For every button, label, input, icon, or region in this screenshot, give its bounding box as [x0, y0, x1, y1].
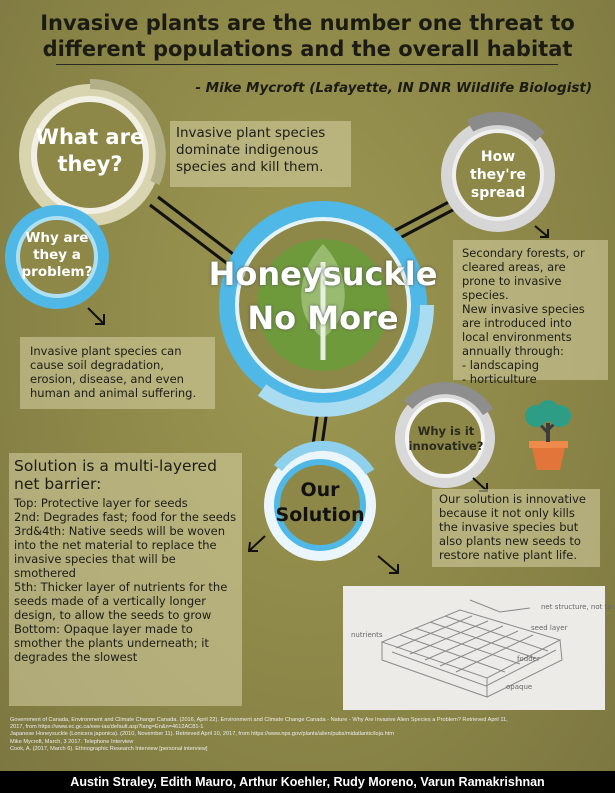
solution-line-bottom: Bottom: Opaque layer made to smother the…	[14, 622, 209, 664]
what-heading-line1: What are	[35, 125, 145, 149]
solution-line-top: Top: Protective layer for seeds	[14, 496, 188, 510]
spread-bullet-2: - horticulture	[462, 372, 537, 386]
why-heading-line3: problem?	[21, 264, 93, 280]
sketch-label-nutrients: nutrients	[351, 631, 383, 639]
spread-text-2: New invasive species are introduced into…	[462, 302, 585, 358]
solution-heading: Our Solution	[270, 478, 370, 528]
arrow-sketch	[377, 555, 399, 574]
reference-3: Japanese Honeysuckle (Lonicera japonica)…	[10, 731, 394, 738]
authors-bar: Austin Straley, Edith Mauro, Arthur Koeh…	[0, 771, 615, 793]
sketch-label-fodder: fodder	[517, 655, 540, 663]
innovative-heading: Why is it innovative?	[405, 424, 487, 454]
arrow-solution-panel	[247, 535, 266, 552]
innovative-circle	[395, 382, 495, 488]
plant-pot-icon	[525, 400, 571, 470]
innovative-text: Our solution is innovative because it no…	[439, 492, 587, 562]
spread-heading: How they're spread	[458, 148, 538, 202]
what-heading-line2: they?	[57, 152, 123, 176]
why-heading-line1: Why are	[25, 230, 89, 246]
center-title: Honeysuckle No More	[183, 252, 463, 340]
center-title-line2: No More	[247, 299, 399, 337]
reference-1: Government of Canada, Environment and Cl…	[10, 717, 508, 723]
what-text-panel: Invasive plant species dominate indigeno…	[170, 121, 351, 187]
sketch-label-seed: seed layer	[531, 624, 568, 632]
why-text-panel: Invasive plant species can cause soil de…	[20, 337, 215, 409]
solution-panel-title: Solution is a multi-layered net barrier:	[14, 457, 217, 493]
solution-heading-line2: Solution	[275, 504, 365, 526]
innovative-heading-line2: innovative?	[408, 439, 484, 453]
what-text: Invasive plant species dominate indigeno…	[176, 125, 326, 175]
solution-line-2nd: 2nd: Degrades fast; food for the seeds	[14, 510, 237, 524]
sketch-image: net structure, not to scale seed layer n…	[343, 586, 615, 710]
solution-heading-line1: Our	[300, 479, 340, 501]
reference-2: 2017, from https://www.ec.gc.ca/eee-ias/…	[10, 724, 204, 731]
spread-bullet-1: - landscaping	[462, 358, 540, 372]
why-heading: Why are they a problem?	[17, 230, 97, 281]
why-circle	[5, 205, 109, 309]
spread-text-panel: Secondary forests, or cleared areas, are…	[453, 240, 608, 386]
solution-text-panel: Solution is a multi-layered net barrier:…	[9, 453, 242, 706]
sketch-label-opaque: opaque	[506, 683, 532, 691]
solution-line-5th: 5th: Thicker layer of nutrients for the …	[14, 580, 228, 622]
leaf-icon	[301, 244, 345, 360]
spread-heading-line1: How	[480, 149, 516, 165]
reference-4: Mike Mycroft, March, 3 2017. Telephone I…	[10, 738, 134, 745]
why-text: Invasive plant species can cause soil de…	[30, 344, 197, 400]
spread-text-1: Secondary forests, or cleared areas, are…	[462, 246, 585, 302]
reference-5: Cook, A. (2017, March 6). Ethnographic R…	[10, 745, 208, 752]
references: Government of Canada, Environment and Cl…	[10, 717, 608, 753]
arrow-spread-text	[534, 225, 549, 238]
what-heading: What are they?	[34, 124, 146, 178]
innovative-text-panel: Our solution is innovative because it no…	[432, 489, 600, 567]
why-heading-line2: they a	[33, 247, 81, 263]
innovative-heading-line1: Why is it	[417, 424, 475, 438]
solution-line-3rd4th: 3rd&4th: Native seeds will be woven into…	[14, 524, 226, 580]
sketch-label-net: net structure, not to scale	[541, 603, 615, 611]
center-circle	[219, 201, 435, 417]
title-underline	[56, 64, 558, 65]
spread-heading-line2: they're	[470, 167, 526, 183]
spread-heading-line3: spread	[470, 185, 526, 201]
arrow-why-text	[87, 307, 105, 325]
solution-circle	[264, 440, 376, 561]
what-circle	[19, 79, 166, 226]
page-title: Invasive plants are the number one threa…	[40, 11, 575, 61]
quote-attribution: - Mike Mycroft (Lafayette, IN DNR Wildli…	[195, 80, 592, 96]
center-title-line1: Honeysuckle	[208, 255, 438, 293]
spread-circle	[441, 112, 555, 232]
